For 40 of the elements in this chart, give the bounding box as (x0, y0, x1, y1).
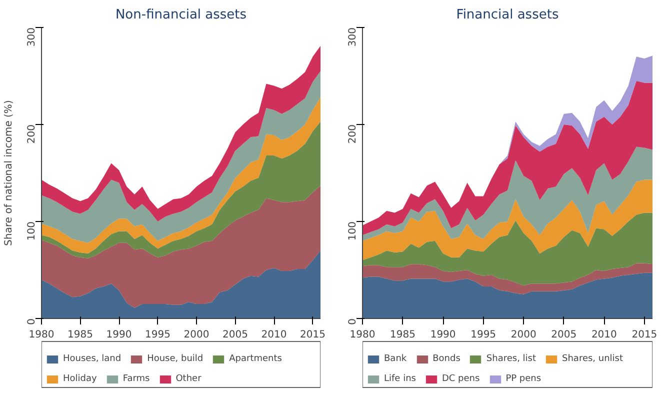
x-tick-label: 2000 (184, 330, 210, 340)
x-tick-label: 2015 (300, 330, 326, 340)
x-tick-label: 1985 (390, 330, 416, 340)
legend-label: Holiday (63, 374, 97, 384)
y-tick-label: 200 (348, 124, 358, 144)
y-tick-label: 0 (26, 318, 38, 325)
legend-label: Other (176, 374, 202, 384)
x-tick-label: 2015 (632, 330, 658, 340)
legend-label: Shares, list (486, 354, 536, 364)
y-tick-label: 100 (348, 221, 358, 241)
legend-label: House, build (147, 354, 204, 364)
x-tick-label: 1980 (350, 330, 376, 340)
legend-label: Houses, land (63, 354, 122, 364)
y-tick-label: 300 (26, 27, 38, 47)
legend-label: Bank (384, 354, 407, 364)
chart-title: Non-financial assets (115, 8, 247, 22)
chart-title: Financial assets (456, 8, 559, 22)
x-tick-label: 2005 (222, 330, 248, 340)
x-tick-label: 2005 (551, 330, 577, 340)
x-tick-label: 1985 (68, 330, 93, 340)
x-tick-label: 2000 (510, 330, 536, 340)
x-tick-label: 1980 (28, 330, 54, 340)
x-tick-label: 1995 (145, 330, 170, 340)
legend-label: PP pens (506, 374, 542, 384)
legend-label: DC pens (442, 374, 480, 384)
y-tick-label: 0 (348, 318, 358, 325)
y-tick-label: 200 (26, 124, 38, 144)
x-tick-label: 1990 (106, 330, 132, 340)
legend-label: Shares, unlist (562, 354, 624, 364)
y-axis-title: Share of national income (%) (4, 100, 14, 246)
legend-label: Farms (122, 374, 150, 384)
y-tick-label: 100 (26, 221, 38, 241)
x-tick-label: 1995 (470, 330, 496, 340)
x-tick-label: 1990 (430, 330, 456, 340)
legend-label: Bonds (432, 354, 460, 364)
legend-label: Life ins (384, 374, 416, 384)
x-tick-label: 2010 (591, 330, 617, 340)
x-tick-label: 2010 (261, 330, 287, 340)
legend-label: Apartments (229, 354, 282, 364)
y-tick-label: 300 (348, 27, 358, 47)
